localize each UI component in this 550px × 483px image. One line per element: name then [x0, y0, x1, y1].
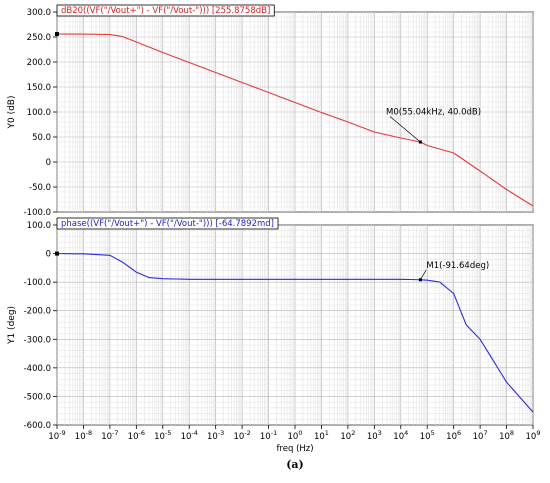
y-tick-label: -300.0: [24, 335, 51, 345]
x-tick-label: 106: [446, 429, 461, 442]
frequency-x-ticks: 10-9 10-8 10-7 10-6 10-5 10-4 10-3 10-2 10-1 100 1…: [48, 425, 540, 442]
y-tick-label: 0: [46, 158, 51, 168]
phase-grid: [56, 224, 534, 426]
magnitude-y-axis-label: Y0 (dB): [7, 96, 17, 130]
y-tick-label: -400.0: [24, 364, 51, 374]
phase-legend: phase((VF("/Vout+") - VF("/Vout-"))) [-6…: [61, 219, 274, 229]
y-tick-label: 150.0: [27, 83, 51, 93]
marker-leader-line: [389, 116, 421, 143]
y-tick-label: 0: [46, 250, 51, 260]
y-tick-label: 250.0: [27, 33, 51, 43]
y-tick-label: -500.0: [24, 392, 51, 402]
x-tick-label: 101: [314, 429, 329, 442]
marker-leader-line: [420, 269, 427, 280]
y-tick-label: 300.0: [27, 8, 51, 18]
x-tick-label: 10-7: [101, 429, 118, 442]
y-tick-label: -100.0: [24, 208, 51, 218]
marker-label: M1(-91.64deg): [426, 261, 489, 271]
magnitude-y-ticks: 300.0 250.0 200.0 150.0 100.0 50.0 0 -50.0 -100.…: [24, 8, 57, 218]
frequency-x-axis-label: freq (Hz): [276, 444, 313, 454]
phase-legend-box: [56, 217, 279, 230]
x-tick-label: 10-6: [128, 429, 145, 442]
y-tick-label: -50.0: [29, 183, 51, 193]
magnitude-grid: [56, 11, 534, 213]
marker-label: M0(55.04kHz, 40.0dB): [386, 108, 481, 118]
phase-y-ticks: 100.0 0 -100.0 -200.0 -300.0 -400.0 -500.0 -600…: [24, 221, 57, 431]
x-tick-label: 10-9: [48, 429, 65, 442]
y-tick-label: 50.0: [32, 133, 51, 143]
start-point-marker: [55, 251, 59, 256]
x-tick-label: 109: [526, 429, 541, 442]
phase-panel: 100.0 0 -100.0 -200.0 -300.0 -400.0 -500.0 -600…: [7, 217, 534, 431]
x-tick-label: 103: [367, 429, 382, 442]
y-tick-label: -600.0: [24, 421, 51, 431]
phase-series-line: [56, 253, 534, 413]
phase-markers: M1(-91.64deg): [55, 251, 489, 282]
x-tick-label: 105: [420, 429, 435, 442]
phase-y-axis-label: Y1 (deg): [7, 306, 17, 345]
x-tick-label: 10-1: [260, 429, 277, 442]
x-tick-label: 102: [340, 429, 355, 442]
magnitude-panel: 300.0 250.0 200.0 150.0 100.0 50.0 0 -50.0 -100.…: [7, 4, 534, 218]
start-point-marker: [55, 32, 59, 37]
magnitude-markers: M0(55.04kHz, 40.0dB): [55, 32, 481, 144]
magnitude-legend-box: [56, 4, 275, 17]
x-tick-label: 10-4: [181, 429, 198, 442]
y-tick-label: 100.0: [27, 221, 51, 231]
magnitude-legend: dB20((VF("/Vout+") - VF("/Vout-"))) [255…: [61, 6, 270, 16]
x-tick-label: 10-5: [154, 429, 171, 442]
y-tick-label: 200.0: [27, 58, 51, 68]
x-tick-label: 100: [288, 429, 303, 442]
x-tick-label: 10-8: [75, 429, 92, 442]
figure-caption: (a): [286, 458, 304, 471]
x-tick-label: 107: [473, 429, 488, 442]
x-tick-label: 108: [499, 429, 514, 442]
x-tick-label: 104: [393, 429, 408, 442]
y-tick-label: 100.0: [27, 108, 51, 118]
y-tick-label: -100.0: [24, 278, 51, 288]
magnitude-series-line: [56, 33, 534, 207]
y-tick-label: -200.0: [24, 307, 51, 317]
x-tick-label: 10-3: [207, 429, 224, 442]
x-tick-label: 10-2: [233, 429, 250, 442]
